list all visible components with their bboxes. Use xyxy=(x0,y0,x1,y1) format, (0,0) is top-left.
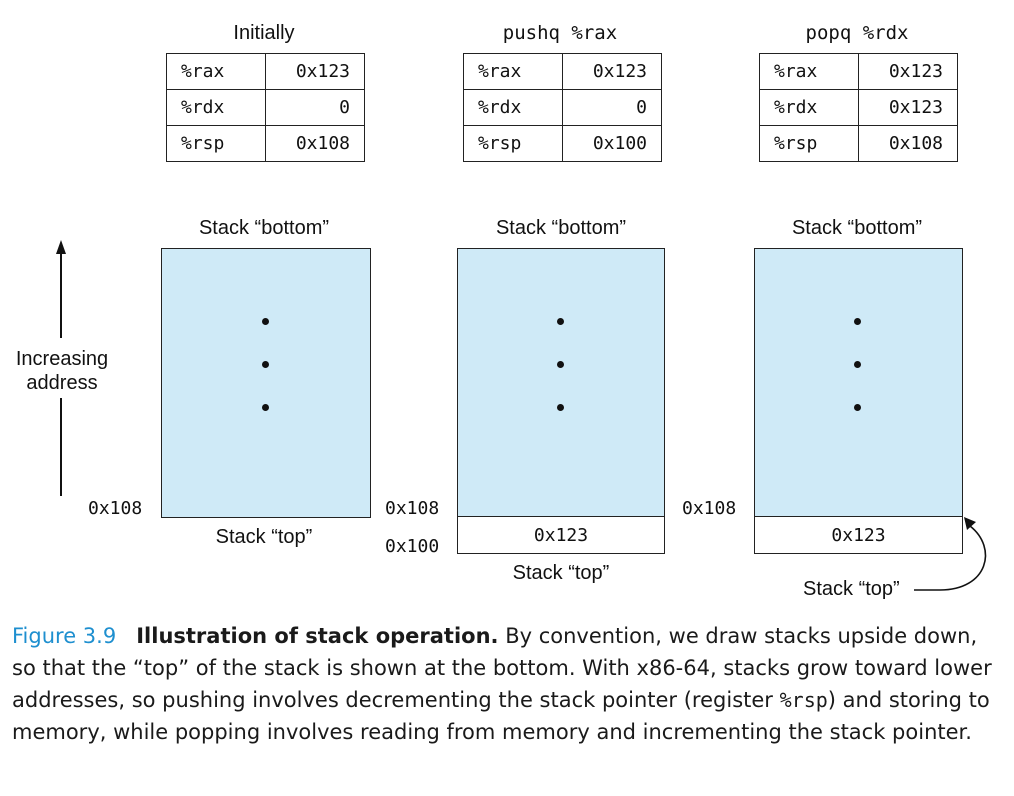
figure-caption: Figure 3.9 Illustration of stack operati… xyxy=(12,620,1002,748)
register-name: %rsp xyxy=(166,125,266,162)
ellipsis-dot xyxy=(854,361,861,368)
register-value: 0x108 xyxy=(265,125,365,162)
register-name: %rdx xyxy=(759,89,859,126)
register-value: 0x123 xyxy=(562,53,662,90)
stack-region xyxy=(161,248,371,518)
ellipsis-dot xyxy=(557,318,564,325)
panel-title-initially: Initially xyxy=(233,22,295,44)
panel-title-pushq: pushq %rax xyxy=(502,22,618,44)
caption-text: ) and storing to memory, while popping i… xyxy=(12,688,990,744)
stack-bottom-label: Stack “bottom” xyxy=(198,217,330,239)
figure-number: Figure 3.9 xyxy=(12,624,117,648)
caption-code: %rsp xyxy=(779,688,828,712)
stack-bottom-label: Stack “bottom” xyxy=(791,217,923,239)
address-label: 0x108 xyxy=(88,498,143,519)
register-value: 0x123 xyxy=(858,53,958,90)
register-table-initially: %rax 0x123 %rdx 0 %rsp 0x108 xyxy=(166,53,365,162)
register-row-rsp: %rsp 0x108 xyxy=(759,125,958,162)
register-value: 0x123 xyxy=(858,89,958,126)
register-row-rdx: %rdx 0 xyxy=(166,89,365,126)
register-name: %rax xyxy=(759,53,859,90)
register-row-rsp: %rsp 0x108 xyxy=(166,125,365,162)
stack-bottom-label: Stack “bottom” xyxy=(495,217,627,239)
ellipsis-dot xyxy=(854,318,861,325)
register-table-pushq: %rax 0x123 %rdx 0 %rsp 0x100 xyxy=(463,53,662,162)
register-value: 0x100 xyxy=(562,125,662,162)
register-value: 0x123 xyxy=(265,53,365,90)
register-name: %rax xyxy=(166,53,266,90)
stack-top-label: Stack “top” xyxy=(215,526,313,548)
register-row-rax: %rax 0x123 xyxy=(463,53,662,90)
ellipsis-dot xyxy=(262,318,269,325)
ellipsis-dot xyxy=(557,361,564,368)
stack-region xyxy=(754,248,963,518)
address-label: 0x108 xyxy=(385,498,440,519)
register-row-rsp: %rsp 0x100 xyxy=(463,125,662,162)
register-value: 0 xyxy=(562,89,662,126)
address-label: 0x108 xyxy=(682,498,737,519)
stack-top-label: Stack “top” xyxy=(803,578,900,600)
stack-region xyxy=(457,248,665,518)
register-name: %rdx xyxy=(166,89,266,126)
register-name: %rsp xyxy=(759,125,859,162)
increasing-address-label: Increasing address xyxy=(0,347,127,395)
register-value: 0 xyxy=(265,89,365,126)
register-row-rdx: %rdx 0x123 xyxy=(759,89,958,126)
register-value: 0x108 xyxy=(858,125,958,162)
address-label: 0x100 xyxy=(385,536,440,557)
up-arrow-icon xyxy=(56,240,66,496)
register-row-rdx: %rdx 0 xyxy=(463,89,662,126)
register-name: %rdx xyxy=(463,89,563,126)
axis-label-line1: Increasing xyxy=(15,348,109,370)
curved-arrow-icon xyxy=(914,517,987,591)
panel-title-popq: popq %rdx xyxy=(805,22,909,44)
register-row-rax: %rax 0x123 xyxy=(759,53,958,90)
register-row-rax: %rax 0x123 xyxy=(166,53,365,90)
ellipsis-dot xyxy=(854,404,861,411)
stack-top-label: Stack “top” xyxy=(512,562,610,584)
ellipsis-dot xyxy=(557,404,564,411)
register-name: %rsp xyxy=(463,125,563,162)
caption-title: Illustration of stack operation. xyxy=(136,624,499,648)
register-table-popq: %rax 0x123 %rdx 0x123 %rsp 0x108 xyxy=(759,53,958,162)
stack-cell: 0x123 xyxy=(754,516,963,554)
stack-cell: 0x123 xyxy=(457,516,665,554)
register-name: %rax xyxy=(463,53,563,90)
axis-label-line2: address xyxy=(26,372,98,394)
caption-text: By convention, we draw stacks upside dow… xyxy=(12,624,992,712)
ellipsis-dot xyxy=(262,404,269,411)
ellipsis-dot xyxy=(262,361,269,368)
